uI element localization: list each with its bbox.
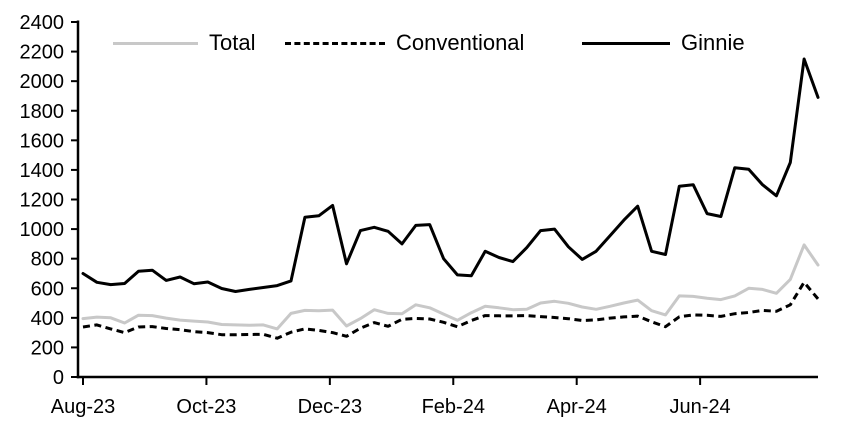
y-tick-label: 400 xyxy=(31,308,64,330)
y-tick-label: 1800 xyxy=(20,101,65,123)
y-tick-label: 1400 xyxy=(20,160,65,182)
y-tick-label: 2200 xyxy=(20,42,65,64)
y-tick-label: 800 xyxy=(31,249,64,271)
conventional-line xyxy=(82,280,820,340)
conventional-line-swatch xyxy=(285,41,385,45)
x-tick-label: Dec-23 xyxy=(298,396,362,418)
y-tick-label: 1600 xyxy=(20,130,65,152)
legend-item-total: Total xyxy=(113,30,255,56)
x-tick-label: Jun-24 xyxy=(670,396,731,418)
y-tick-label: 0 xyxy=(53,367,64,389)
legend-item-ginnie: Ginnie xyxy=(582,30,745,56)
y-tick-label: 1000 xyxy=(20,219,65,241)
legend-label-ginnie: Ginnie xyxy=(681,30,745,55)
ginnie-line xyxy=(81,57,820,293)
y-tick-label: 200 xyxy=(31,337,64,359)
x-tick-label: Oct-23 xyxy=(176,396,236,418)
x-tick-label: Apr-24 xyxy=(547,396,607,418)
x-tick-label: Feb-24 xyxy=(422,396,485,418)
total-line xyxy=(81,243,820,331)
total-line-swatch xyxy=(113,41,198,45)
legend-item-conventional: Conventional xyxy=(285,30,524,56)
legend: Total Conventional Ginnie xyxy=(0,30,852,56)
ginnie-line-swatch xyxy=(582,41,670,45)
x-tick-label: Aug-23 xyxy=(51,396,116,418)
y-tick-label: 2400 xyxy=(20,12,65,34)
y-tick-label: 600 xyxy=(31,278,64,300)
y-tick-label: 1200 xyxy=(20,190,65,212)
y-tick-label: 2000 xyxy=(20,71,65,93)
legend-label-total: Total xyxy=(209,30,256,55)
legend-label-conventional: Conventional xyxy=(396,30,525,55)
